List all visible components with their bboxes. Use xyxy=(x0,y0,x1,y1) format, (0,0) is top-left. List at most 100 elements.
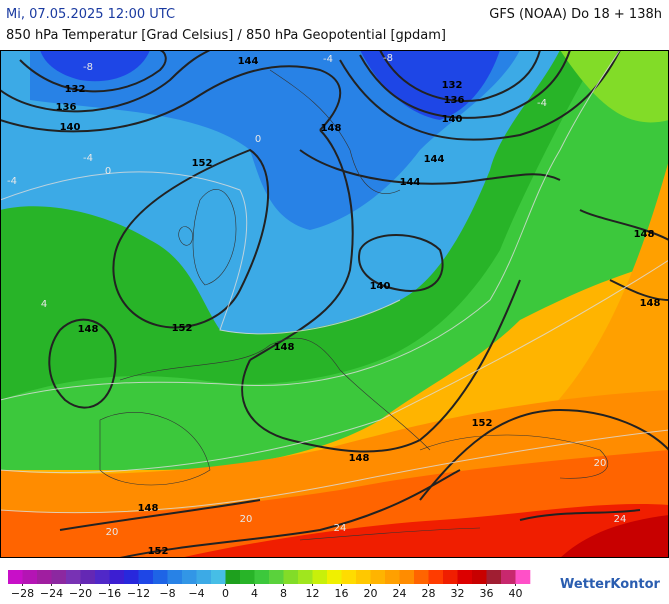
colorbar-tick-label: 0 xyxy=(222,587,229,600)
temp-area xyxy=(560,515,669,558)
colorbar-swatch xyxy=(182,570,197,584)
datetime: Mi, 07.05.2025 12:00 UTC xyxy=(6,7,175,22)
temperature-label: 4 xyxy=(41,299,47,310)
colorbar-tick-label: 8 xyxy=(280,587,287,600)
geopotential-label: 148 xyxy=(349,453,370,464)
temperature-label: -4 xyxy=(537,98,547,109)
colorbar-swatch xyxy=(457,570,473,584)
geopotential-label: 144 xyxy=(238,56,259,67)
colorbar-tick-label: 16 xyxy=(335,587,349,600)
temp-area xyxy=(360,50,500,120)
colorbar-swatch xyxy=(22,570,38,584)
colorbar-swatch xyxy=(124,570,139,584)
colorbar-tick-label: 28 xyxy=(422,587,436,600)
colorbar-swatch xyxy=(225,570,241,584)
colorbar-swatch xyxy=(443,570,458,584)
temperature-label: -8 xyxy=(83,62,93,73)
colorbar-swatch xyxy=(414,570,429,584)
geopotential-labels: 144 132 136 140 132 136 140 144 144 152 148 140 148 1… xyxy=(56,56,661,557)
geopotential-label: 148 xyxy=(78,324,99,335)
temperature-label: 24 xyxy=(334,523,347,534)
temp-area xyxy=(40,50,150,82)
coastlines xyxy=(99,69,609,541)
temperature-label: 0 xyxy=(105,166,111,177)
temperature-label: 24 xyxy=(614,514,627,525)
colorbar-tick-label: −16 xyxy=(98,587,121,600)
colorbar-swatch xyxy=(269,570,284,584)
temperature-label: 20 xyxy=(106,527,119,538)
colorbar-swatch xyxy=(428,570,444,584)
colorbar-swatch xyxy=(298,570,313,584)
colorbar-tick-label: 32 xyxy=(451,587,465,600)
map-title: 850 hPa Temperatur [Grad Celsius] / 850 … xyxy=(6,28,446,43)
temperature-label: 20 xyxy=(240,514,253,525)
geopotential-label: 132 xyxy=(442,80,463,91)
colorbar-tick-label: 36 xyxy=(480,587,494,600)
geopotential-contours xyxy=(0,50,669,558)
colorbar-tick-label: −4 xyxy=(188,587,204,600)
colorbar-swatch xyxy=(501,570,516,584)
colorbar-swatch xyxy=(312,570,328,584)
colorbar-tick-label: 4 xyxy=(251,587,258,600)
colorbar-swatch xyxy=(8,570,23,584)
temp-area xyxy=(560,50,669,123)
colorbar-tick-label: 20 xyxy=(364,587,378,600)
temperature-label: 0 xyxy=(255,134,261,145)
colorbar-swatch xyxy=(80,570,96,584)
colorbar-swatch xyxy=(66,570,81,584)
colorbar-swatch xyxy=(240,570,255,584)
geopotential-label: 136 xyxy=(56,102,77,113)
colorbar-swatch xyxy=(254,570,270,584)
geopotential-label: 140 xyxy=(370,281,391,292)
temperature-contours xyxy=(0,50,669,514)
colorbar-swatch xyxy=(37,570,52,584)
geopotential-label: 148 xyxy=(138,503,159,514)
colorbar-tick-label: 40 xyxy=(509,587,523,600)
geopotential-label: 148 xyxy=(640,298,661,309)
colorbar-tick-label: −20 xyxy=(69,587,92,600)
colorbar-swatch xyxy=(153,570,168,584)
geopotential-label: 140 xyxy=(442,114,463,125)
colorbar-swatch xyxy=(515,570,531,584)
colorbar-swatch xyxy=(167,570,183,584)
colorbar-tick-label: −28 xyxy=(11,587,34,600)
colorbar-swatch xyxy=(138,570,154,584)
geopotential-label: 152 xyxy=(172,323,193,334)
temperature-label: -4 xyxy=(83,153,93,164)
map: 144 132 136 140 132 136 140 144 144 152 148 140 148 1… xyxy=(0,50,669,558)
geopotential-label: 140 xyxy=(60,122,81,133)
logo: WetterKontor xyxy=(560,577,661,592)
colorbar-swatch xyxy=(109,570,125,584)
geopotential-label: 148 xyxy=(634,229,655,240)
geopotential-label: 152 xyxy=(192,158,213,169)
geopotential-label: 144 xyxy=(400,177,421,188)
geopotential-label: 144 xyxy=(424,154,445,165)
colorbar-swatch xyxy=(283,570,299,584)
geopotential-label: 132 xyxy=(65,84,86,95)
colorbar-swatch xyxy=(486,570,502,584)
colorbar-swatch xyxy=(341,570,357,584)
colorbar-tick-label: −24 xyxy=(40,587,63,600)
colorbar-swatch xyxy=(51,570,67,584)
temperature-labels: -8 -8 -4 -4 0 -4 4 0 20 24 24 20 20 -4 xyxy=(7,53,626,538)
geopotential-label: 148 xyxy=(274,342,295,353)
colorbar-swatch xyxy=(327,570,342,584)
colorbar-tick-label: −12 xyxy=(127,587,150,600)
geopotential-label: 152 xyxy=(148,546,169,557)
temperature-label: -4 xyxy=(323,54,333,65)
colorbar-swatch xyxy=(95,570,110,584)
geopotential-label: 136 xyxy=(444,95,465,106)
colorbar-swatch xyxy=(472,570,487,584)
colorbar-tick-label: 12 xyxy=(306,587,320,600)
colorbar-swatch xyxy=(356,570,371,584)
colorbar-tick-label: 24 xyxy=(393,587,407,600)
geopotential-label: 152 xyxy=(472,418,493,429)
colorbar-swatch xyxy=(385,570,400,584)
colorbar-swatch xyxy=(370,570,386,584)
temperature-label: -4 xyxy=(7,176,17,187)
colorbar-swatch xyxy=(196,570,212,584)
colorbar-swatch xyxy=(211,570,226,584)
colorbar-swatch xyxy=(399,570,415,584)
